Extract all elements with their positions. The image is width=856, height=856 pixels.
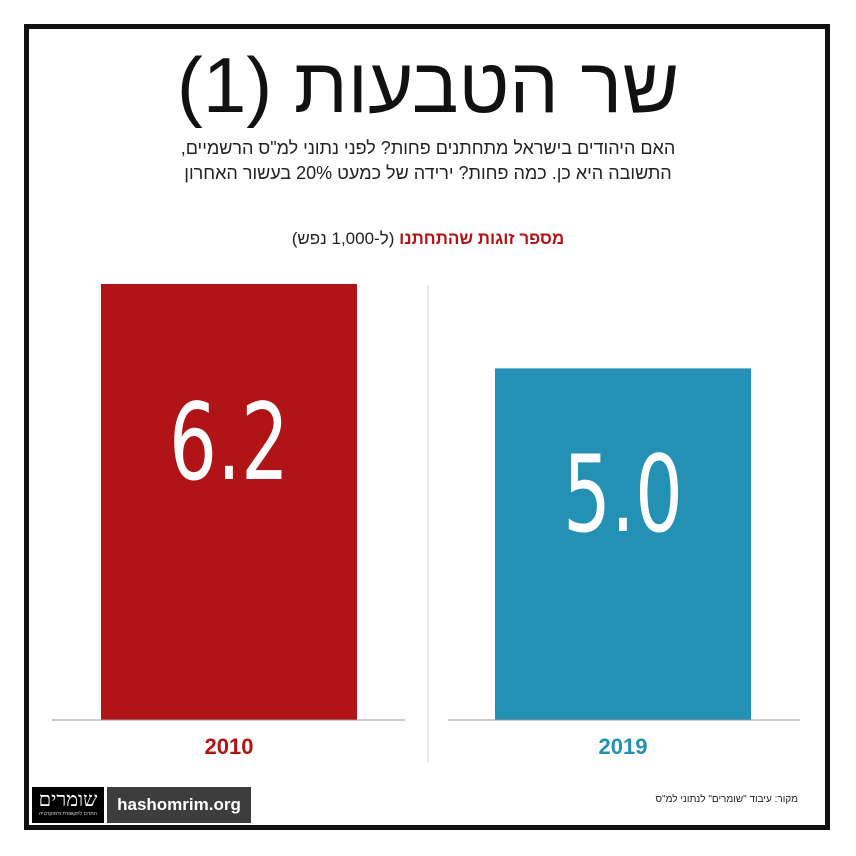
logo-text: שומרים xyxy=(38,789,98,811)
subtitle: האם היהודים בישראל מתחתנים פחות? לפני נת… xyxy=(60,136,796,186)
category-label-2010: 2010 xyxy=(205,734,254,759)
subtitle-line-2: התשובה היא כן. כמה פחות? ירידה של כמעט 2… xyxy=(184,163,672,183)
chart-title: מספר זוגות שהתחתנו (ל-1,000 נפש) xyxy=(0,228,856,250)
page-title: שר הטבעות (1) xyxy=(176,41,680,129)
subtitle-line-1: האם היהודים בישראל מתחתנים פחות? לפני נת… xyxy=(180,138,676,158)
bar-value-label-2019: 5.0 xyxy=(563,433,683,556)
site-link-text: hashomrim.org xyxy=(117,795,241,814)
bar-value-label-2010: 6.2 xyxy=(169,381,289,504)
chart-title-unit: (ל-1,000 נפש) xyxy=(291,229,395,248)
chart-title-main: מספר זוגות שהתחתנו xyxy=(399,229,565,248)
bar-2010 xyxy=(101,284,357,720)
source-note: מקור: עיבוד "שומרים" לנתוני למ"ס xyxy=(655,794,799,805)
bar-2019 xyxy=(495,368,751,720)
hashomrim-logo: שומרים המרכז לתקשורת ודמוקרטיה xyxy=(32,787,104,823)
category-label-2019: 2019 xyxy=(599,734,648,759)
logo-tagline: המרכז לתקשורת ודמוקרטיה xyxy=(39,811,97,817)
site-link[interactable]: hashomrim.org xyxy=(107,787,251,823)
